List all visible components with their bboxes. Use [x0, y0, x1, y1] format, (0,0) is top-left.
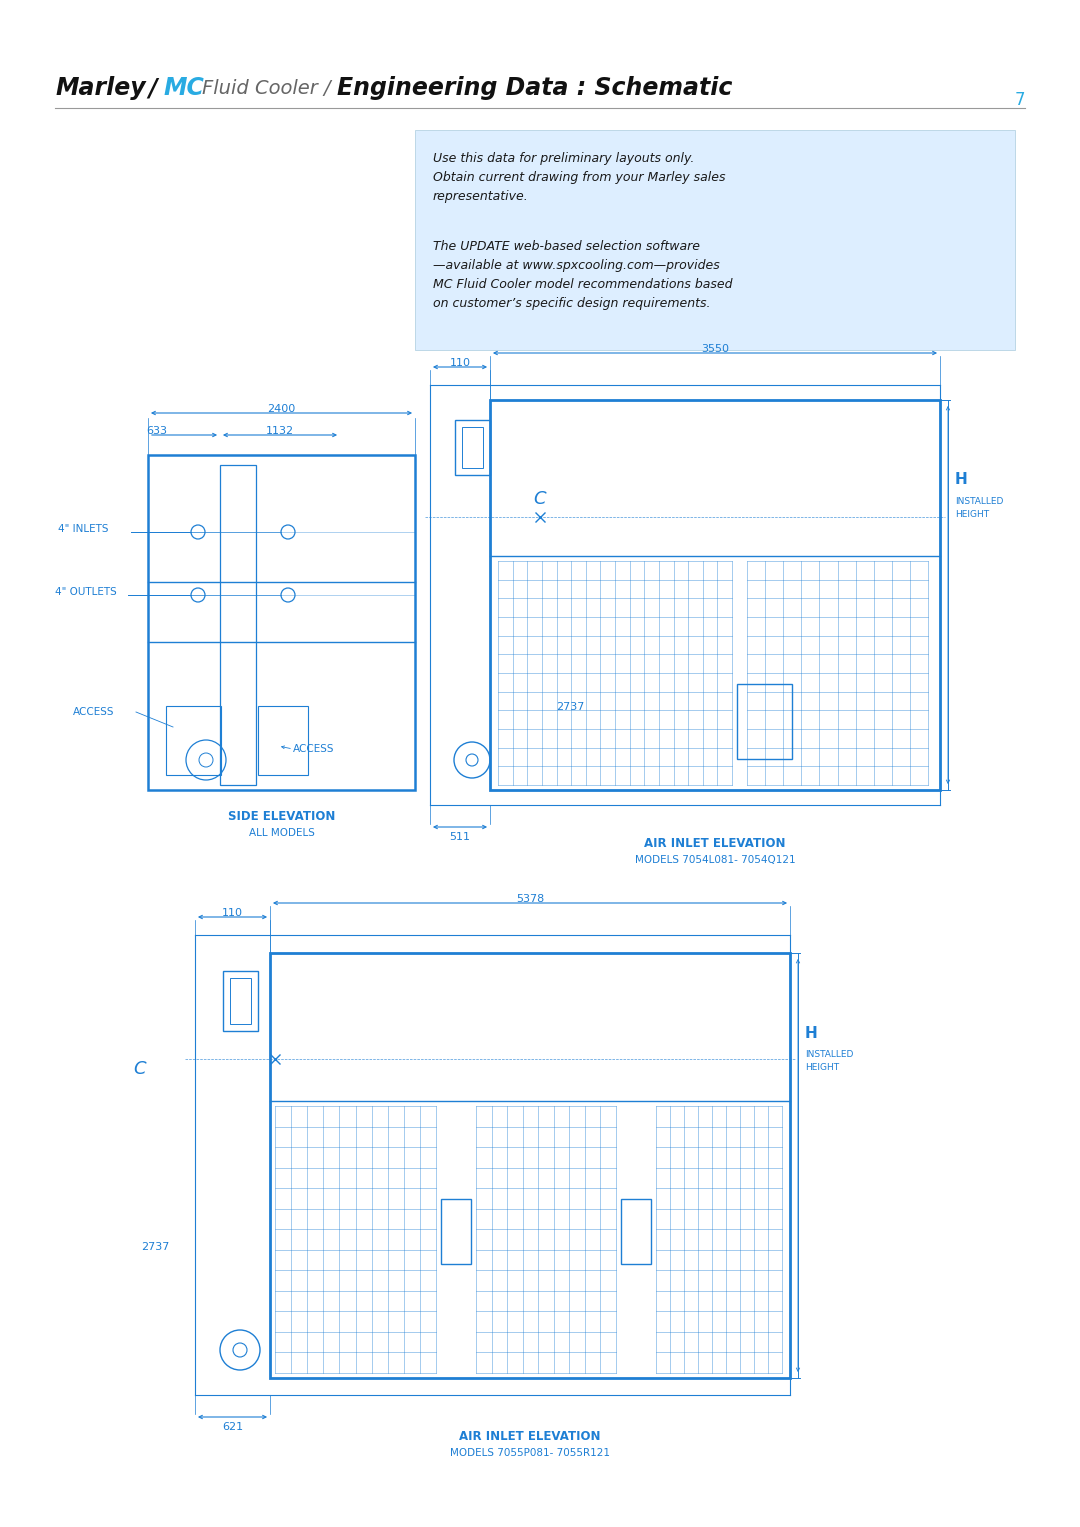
- Text: C: C: [134, 1060, 146, 1078]
- Text: Marley: Marley: [55, 76, 146, 99]
- Text: H: H: [955, 472, 968, 487]
- Bar: [415, 130, 1015, 350]
- Bar: [258, 705, 308, 776]
- Text: 3550: 3550: [701, 344, 729, 354]
- Text: MODELS 7055P081- 7055R121: MODELS 7055P081- 7055R121: [450, 1448, 610, 1458]
- Text: 633: 633: [146, 426, 167, 437]
- Text: 2737: 2737: [556, 702, 584, 712]
- Bar: [230, 977, 251, 1025]
- Text: INSTALLED: INSTALLED: [805, 1051, 853, 1060]
- Text: C: C: [534, 490, 546, 508]
- Text: ACCESS: ACCESS: [293, 744, 335, 754]
- Text: 511: 511: [449, 832, 471, 841]
- Text: ALL MODELS: ALL MODELS: [248, 828, 314, 838]
- Text: 1132: 1132: [266, 426, 294, 437]
- Text: H: H: [805, 1026, 818, 1040]
- Text: The UPDATE web-based selection software
—available at www.spxcooling.com—provide: The UPDATE web-based selection software …: [433, 240, 732, 310]
- Bar: [490, 400, 940, 789]
- Bar: [455, 420, 490, 475]
- Text: INSTALLED: INSTALLED: [955, 496, 1003, 505]
- Bar: [621, 1199, 651, 1264]
- Text: 5378: 5378: [516, 893, 544, 904]
- Bar: [222, 971, 258, 1031]
- Text: 110: 110: [222, 909, 243, 918]
- Text: MODELS 7054L081- 7054Q121: MODELS 7054L081- 7054Q121: [635, 855, 795, 864]
- Text: 2737: 2737: [140, 1241, 170, 1252]
- Text: AIR INLET ELEVATION: AIR INLET ELEVATION: [645, 837, 786, 851]
- Text: HEIGHT: HEIGHT: [805, 1063, 839, 1072]
- Text: 2400: 2400: [268, 405, 296, 414]
- Bar: [148, 455, 415, 789]
- Bar: [166, 705, 221, 776]
- Text: MC: MC: [163, 76, 204, 99]
- Text: Engineering Data : Schematic: Engineering Data : Schematic: [337, 76, 732, 99]
- Bar: [441, 1199, 471, 1264]
- Text: ACCESS: ACCESS: [73, 707, 114, 718]
- Text: 621: 621: [221, 1422, 243, 1432]
- Text: SIDE ELEVATION: SIDE ELEVATION: [228, 809, 335, 823]
- Bar: [737, 684, 792, 759]
- Bar: [270, 953, 789, 1377]
- Text: 7: 7: [1015, 92, 1025, 108]
- Text: 4" INLETS: 4" INLETS: [58, 524, 108, 534]
- Text: AIR INLET ELEVATION: AIR INLET ELEVATION: [459, 1429, 600, 1443]
- Text: /: /: [148, 76, 165, 99]
- Text: HEIGHT: HEIGHT: [955, 510, 989, 519]
- Text: Use this data for preliminary layouts only.
Obtain current drawing from your Mar: Use this data for preliminary layouts on…: [433, 153, 726, 203]
- Text: Fluid Cooler /: Fluid Cooler /: [202, 78, 330, 98]
- Text: 110: 110: [449, 357, 471, 368]
- Text: 4" OUTLETS: 4" OUTLETS: [55, 586, 117, 597]
- Bar: [220, 466, 256, 785]
- Bar: [462, 428, 483, 467]
